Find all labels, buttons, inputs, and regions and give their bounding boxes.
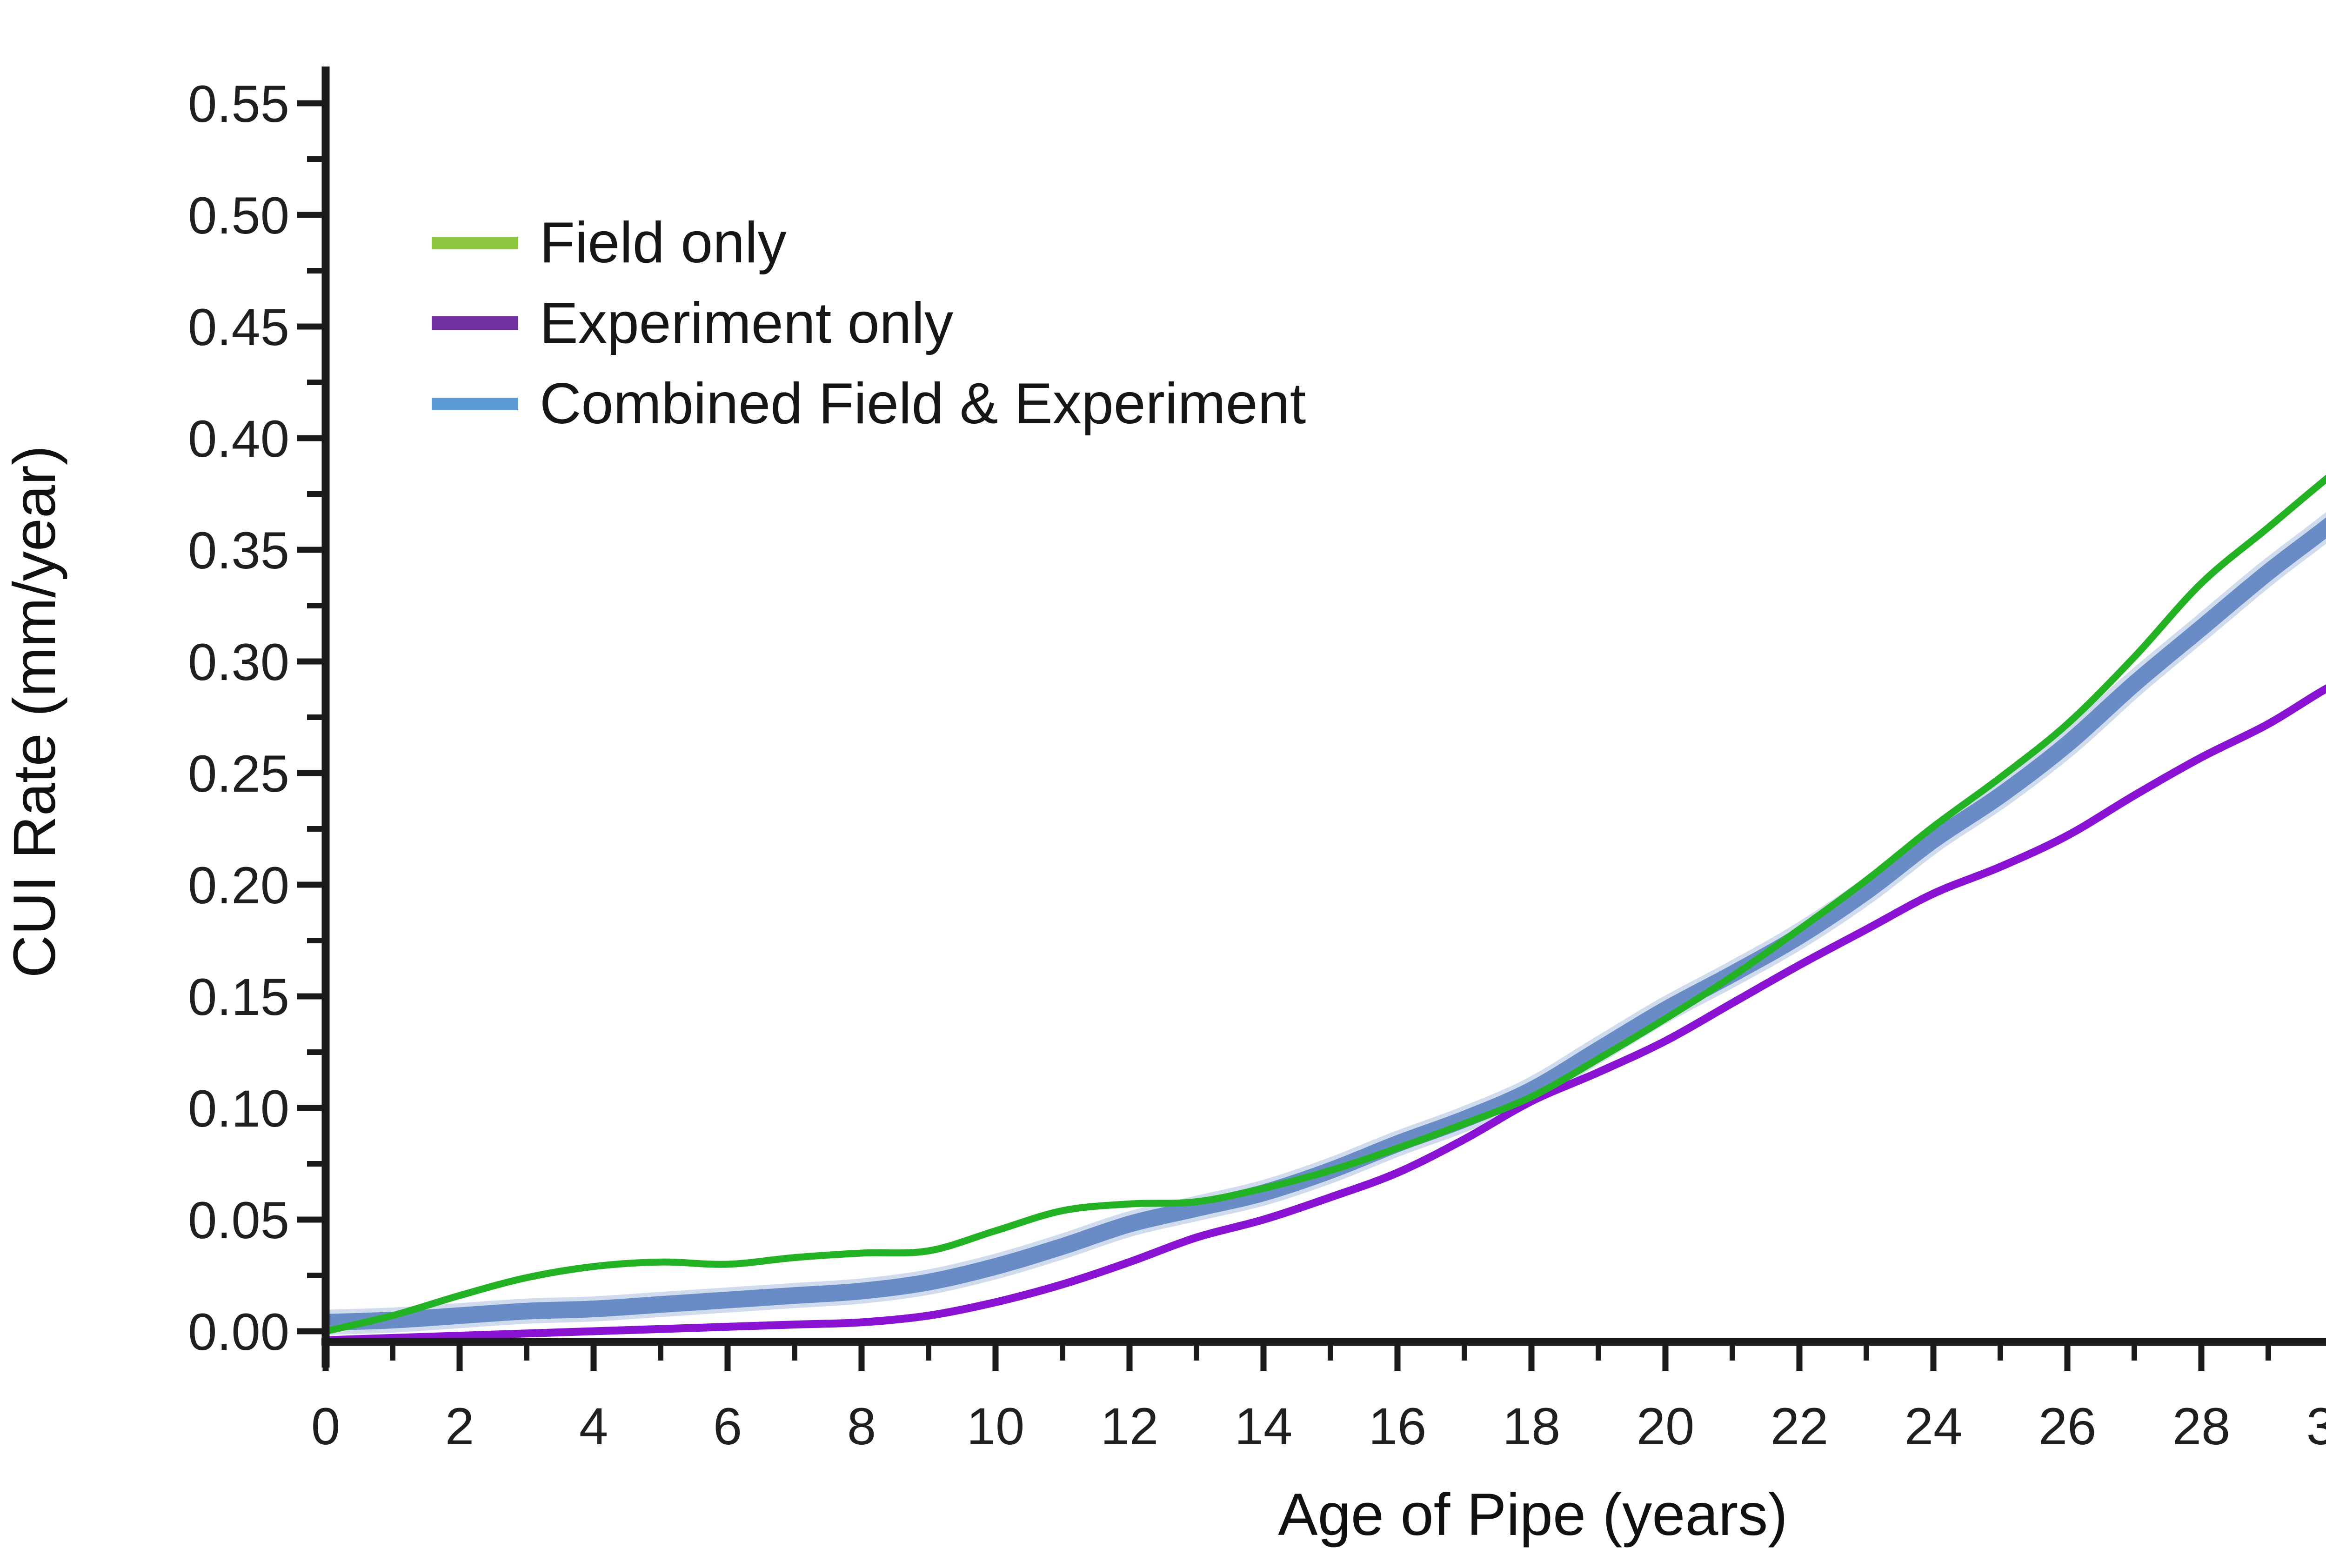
legend-item-field-only: Field only bbox=[432, 210, 1306, 275]
x-axis-title: Age of Pipe (years) bbox=[1278, 1481, 1788, 1548]
legend-swatch-field-only bbox=[432, 236, 518, 249]
svg-text:0.10: 0.10 bbox=[188, 1080, 289, 1138]
svg-text:24: 24 bbox=[1905, 1397, 1963, 1455]
svg-text:0.40: 0.40 bbox=[188, 410, 289, 468]
svg-text:0.55: 0.55 bbox=[188, 75, 289, 133]
svg-text:4: 4 bbox=[579, 1397, 608, 1455]
svg-text:0.30: 0.30 bbox=[188, 633, 289, 691]
svg-text:0.20: 0.20 bbox=[188, 856, 289, 914]
legend-label-field-only: Field only bbox=[540, 211, 787, 275]
legend-label-combined: Combined Field & Experiment bbox=[540, 372, 1306, 436]
svg-text:10: 10 bbox=[967, 1397, 1025, 1455]
legend-swatch-combined bbox=[432, 397, 518, 410]
svg-text:22: 22 bbox=[1771, 1397, 1829, 1455]
svg-text:2: 2 bbox=[445, 1397, 474, 1455]
svg-text:0.50: 0.50 bbox=[188, 187, 289, 245]
svg-text:16: 16 bbox=[1369, 1397, 1427, 1455]
svg-text:0.00: 0.00 bbox=[188, 1303, 289, 1361]
svg-text:0.35: 0.35 bbox=[188, 521, 289, 580]
plot-curves bbox=[326, 474, 2326, 1341]
axis-tick-marks bbox=[297, 100, 2271, 1371]
svg-text:8: 8 bbox=[847, 1397, 876, 1455]
svg-text:30: 30 bbox=[2306, 1397, 2326, 1455]
legend: Field only Experiment only Combined Fiel… bbox=[432, 210, 1306, 452]
y-axis-title: CUI Rate (mm/year) bbox=[1, 446, 68, 978]
svg-text:0.25: 0.25 bbox=[188, 745, 289, 803]
legend-item-combined: Combined Field & Experiment bbox=[432, 371, 1306, 436]
svg-text:14: 14 bbox=[1235, 1397, 1293, 1455]
svg-text:0: 0 bbox=[311, 1397, 340, 1455]
axis-tick-labels: 0.00 0.05 0.10 0.15 0.20 0.25 0.30 0.35 0.40 0.45… bbox=[188, 75, 2326, 1455]
svg-text:0.15: 0.15 bbox=[188, 968, 289, 1026]
svg-text:18: 18 bbox=[1503, 1397, 1561, 1455]
legend-swatch-experiment-only bbox=[432, 316, 518, 330]
svg-text:6: 6 bbox=[713, 1397, 742, 1455]
svg-text:26: 26 bbox=[2039, 1397, 2097, 1455]
svg-text:0.05: 0.05 bbox=[188, 1191, 289, 1249]
legend-item-experiment-only: Experiment only bbox=[432, 291, 1306, 356]
svg-text:0.45: 0.45 bbox=[188, 298, 289, 356]
legend-label-experiment-only: Experiment only bbox=[540, 291, 954, 355]
svg-text:12: 12 bbox=[1101, 1397, 1159, 1455]
svg-text:20: 20 bbox=[1637, 1397, 1695, 1455]
svg-text:28: 28 bbox=[2172, 1397, 2231, 1455]
